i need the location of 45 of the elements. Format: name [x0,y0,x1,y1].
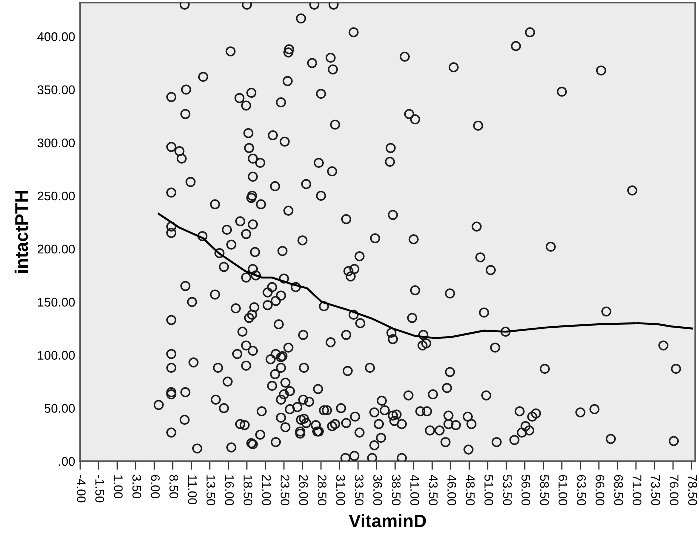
x-tick-label: 33.50 [354,475,364,506]
x-tick-label: 8.50 [170,475,179,499]
y-tick-label: .00 [59,457,76,466]
x-tick-label: 78.50 [688,475,698,506]
x-tick-label: 58.50 [540,475,550,506]
x-tick-label: 16.00 [225,476,234,506]
x-tick-label: 23.50 [280,475,290,506]
y-tick-label: 200.00 [38,244,76,254]
x-tick-label: 53.50 [503,475,512,506]
x-tick-label: 26.00 [299,475,308,506]
x-tick-label: 11.00 [188,476,198,505]
x-tick-label: 21.00 [262,475,272,506]
y-tick-label: 400.00 [38,32,76,42]
x-tick-label: 13.50 [206,476,216,506]
y-tick-label: 150.00 [38,298,76,307]
y-tick-label: 250.00 [38,192,76,201]
x-tick-label: 28.50 [318,475,327,506]
x-tick-label: 36.00 [373,475,382,506]
x-tick-label: 63.50 [577,475,586,506]
x-tick-label: 1.00 [114,476,123,499]
x-tick-label: 61.00 [558,475,568,506]
x-tick-label: 76.00 [670,475,679,506]
y-tick-label: 300.00 [38,138,76,148]
y-axis-title: intactPTH [14,191,28,273]
y-tick-label: 50.00 [44,404,76,414]
x-tick-label: 56.00 [522,475,531,506]
x-tick-label: 51.00 [484,475,494,506]
x-tick-label: 31.00 [336,475,346,506]
x-tick-label: 66.00 [596,475,605,506]
x-tick-label: -4.00 [77,475,86,503]
y-tick-label: 350.00 [38,86,76,94]
x-tick-label: 41.00 [410,474,420,506]
x-tick-label: 18.50 [244,476,253,506]
y-tick-label: 100.00 [38,351,76,360]
x-tick-label: 38.50 [392,475,401,506]
x-tick-label: 71.00 [632,475,642,506]
x-tick-label: -1.50 [96,475,104,503]
x-tick-label: 43.50 [429,474,438,506]
x-tick-label: 48.50 [466,474,475,506]
x-tick-label: 68.50 [614,475,624,506]
x-axis-title: VitaminD [349,514,426,528]
x-tick-label: 46.00 [448,474,456,506]
x-tick-label: 6.00 [151,475,160,499]
x-tick-label: 73.50 [651,475,660,506]
x-tick-label: 3.50 [132,475,142,499]
